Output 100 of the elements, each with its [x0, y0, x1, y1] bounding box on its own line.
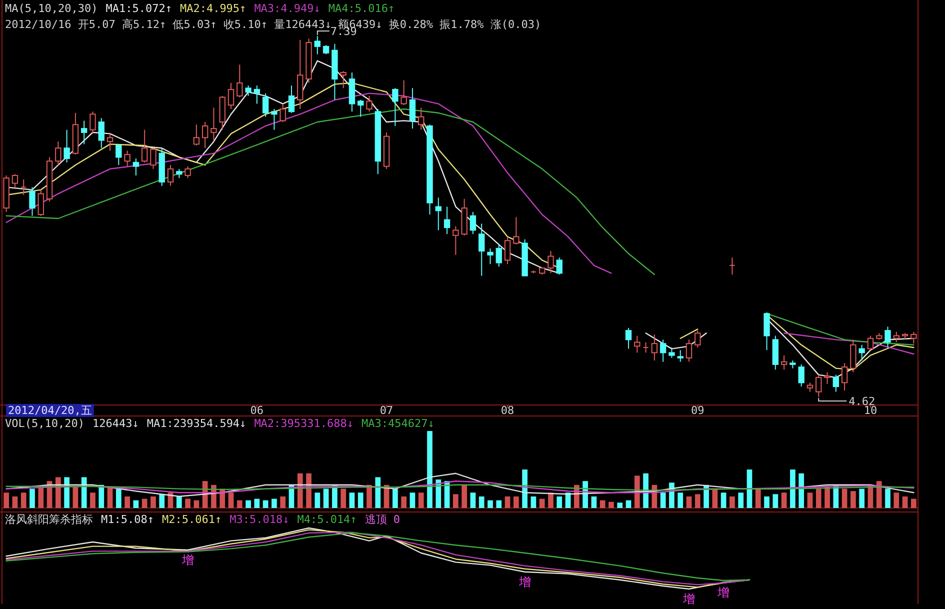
candlestick	[824, 372, 830, 384]
bar	[262, 500, 268, 508]
candlestick	[358, 99, 364, 118]
bar	[236, 500, 242, 508]
bar	[539, 498, 545, 508]
text: 2012/04/20,五	[8, 404, 92, 417]
text: MA2:4.995↑	[180, 2, 246, 15]
bar	[254, 498, 260, 508]
bar	[142, 498, 148, 508]
bar	[4, 492, 9, 508]
bar	[643, 473, 648, 508]
candlestick	[642, 342, 649, 354]
bar	[133, 500, 139, 508]
bar	[150, 496, 156, 508]
candlestick	[98, 118, 104, 149]
bar	[504, 496, 510, 508]
series-label: M3:5.018↓	[230, 513, 290, 526]
annotation: 增	[180, 552, 194, 567]
candlestick	[910, 331, 917, 344]
candlestick	[81, 120, 88, 145]
bar	[772, 494, 778, 508]
bar	[730, 496, 735, 508]
bar	[410, 492, 416, 508]
x-tick-label: 08	[500, 404, 514, 417]
candlestick	[20, 178, 27, 196]
bar	[30, 488, 35, 508]
annotation: 增	[682, 592, 695, 606]
candlestick	[116, 144, 122, 166]
bar	[738, 492, 744, 508]
candlestick	[254, 85, 260, 104]
bar	[392, 488, 398, 508]
bar	[600, 500, 606, 508]
candlestick	[764, 312, 770, 351]
bar	[634, 476, 640, 508]
candlestick	[90, 111, 96, 134]
bar	[81, 477, 87, 508]
bar	[98, 484, 104, 508]
candlestick	[392, 88, 398, 126]
bar	[12, 496, 18, 508]
candlestick	[150, 148, 156, 170]
bar	[894, 492, 900, 508]
bar	[358, 492, 364, 508]
bar	[530, 496, 536, 508]
candlestick	[729, 257, 736, 275]
bar	[436, 480, 442, 508]
candlestick	[184, 166, 191, 179]
bar	[401, 496, 407, 508]
text: MA1:239354.594↓	[146, 417, 246, 430]
text: MA1:5.072↑	[106, 2, 172, 15]
candlestick	[556, 257, 562, 275]
candlestick	[176, 168, 182, 179]
bar	[816, 488, 822, 508]
bar	[272, 498, 277, 508]
candlestick	[780, 354, 788, 370]
candlestick	[487, 248, 494, 265]
candlestick	[228, 82, 234, 110]
candlestick	[280, 103, 286, 123]
candlestick	[816, 374, 822, 398]
series-label: M1:5.08↑	[101, 513, 154, 526]
annotation: 增	[518, 574, 531, 589]
candlestick	[513, 216, 520, 246]
candlestick	[210, 107, 217, 141]
candlestick	[106, 133, 114, 152]
candlestick	[694, 330, 701, 348]
bar	[902, 496, 908, 508]
bar	[478, 496, 484, 508]
text: MA3:454627↓	[362, 417, 434, 430]
candlestick	[314, 36, 321, 55]
bar	[488, 500, 493, 508]
bar	[462, 484, 467, 508]
candlestick	[193, 124, 200, 146]
bar	[850, 491, 856, 508]
bar	[38, 486, 44, 508]
bar	[911, 498, 916, 508]
bar	[470, 492, 476, 508]
bar	[807, 492, 813, 508]
bar	[90, 492, 96, 508]
bar	[453, 494, 458, 508]
bar	[418, 492, 424, 508]
bar	[798, 473, 804, 508]
bar	[608, 502, 614, 508]
text: 126443↓	[92, 417, 139, 430]
bar	[686, 496, 692, 508]
candlestick	[660, 339, 666, 362]
candlestick	[262, 92, 269, 118]
bar	[824, 486, 830, 508]
candlestick	[38, 189, 44, 216]
bar	[55, 477, 61, 508]
text: MA3:4.949↓	[254, 2, 320, 15]
candlestick	[858, 344, 865, 362]
bar	[64, 477, 70, 508]
candlestick	[366, 95, 372, 112]
candlestick	[418, 107, 424, 130]
candlestick	[677, 350, 684, 362]
bar	[323, 488, 329, 508]
bar	[20, 492, 26, 508]
x-tick-label: 06	[250, 404, 264, 417]
bar	[617, 502, 623, 508]
candlestick	[504, 236, 511, 265]
bar	[513, 496, 519, 508]
